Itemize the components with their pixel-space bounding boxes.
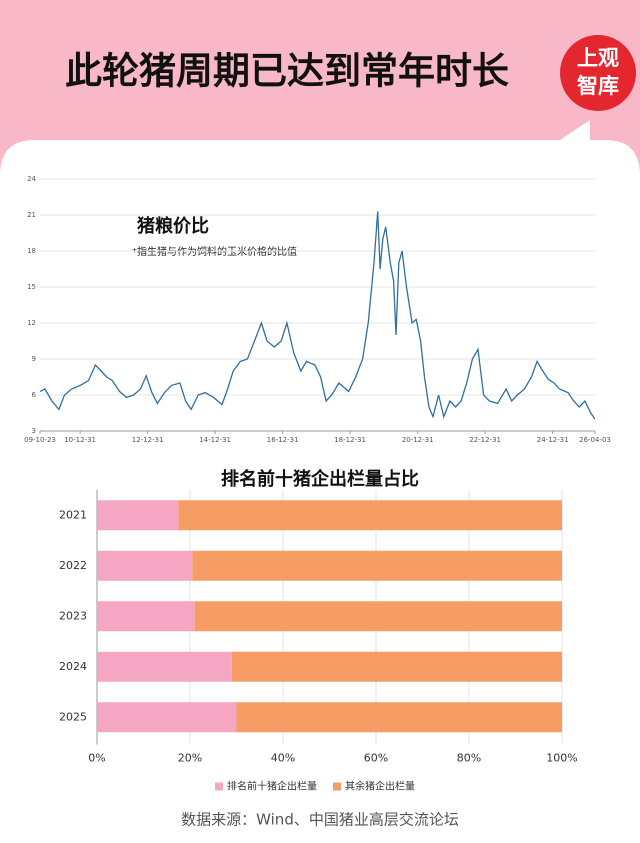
x-tick-label: 09-10-23	[24, 436, 56, 444]
logo-text: 上观	[577, 46, 619, 70]
x-tick-label: 22-12-31	[469, 436, 501, 444]
line	[39, 211, 596, 420]
x-tick-label: 20-12-31	[402, 436, 434, 444]
y-tick-label: 24	[27, 175, 36, 183]
y-tick-label: 2021	[59, 508, 87, 521]
legend-label: 排名前十猪企出栏量	[227, 780, 317, 793]
bar	[97, 651, 232, 682]
bar	[178, 500, 562, 531]
y-tick-label: 18	[27, 247, 36, 255]
title: 此轮猪周期已达到常年时长	[65, 50, 509, 93]
x-tick-label: 18-12-31	[334, 436, 366, 444]
y-tick-label: 12	[27, 319, 36, 327]
logo	[560, 35, 636, 111]
bar	[97, 702, 237, 733]
legend-swatch	[333, 782, 341, 791]
y-tick-label: 3	[32, 427, 36, 435]
bar	[97, 601, 195, 632]
bar	[97, 500, 179, 531]
x-tick-label: 26-04-03	[579, 436, 611, 444]
bar	[236, 702, 562, 733]
legend-label: 其余猪企出栏量	[345, 780, 415, 793]
chart-title: 猪粮价比	[136, 215, 209, 237]
x-tick-label: 40%	[271, 752, 295, 765]
y-tick-label: 9	[32, 355, 36, 363]
y-tick-label: 2023	[59, 609, 87, 622]
legend-swatch	[215, 782, 223, 791]
x-tick-label: 24-12-31	[537, 436, 569, 444]
bar	[97, 550, 193, 581]
x-tick-label: 80%	[457, 752, 481, 765]
y-tick-label: 21	[27, 211, 36, 219]
y-tick-label: 15	[27, 283, 36, 291]
x-tick-label: 16-12-31	[267, 436, 299, 444]
y-tick-label: 6	[32, 391, 37, 399]
x-tick-label: 14-12-31	[199, 436, 231, 444]
x-tick-label: 20%	[178, 752, 202, 765]
x-tick-label: 0%	[88, 752, 105, 765]
y-tick-label: 2022	[59, 559, 87, 572]
bar	[192, 550, 562, 581]
chart-title: 排名前十猪企出栏量占比	[221, 468, 419, 490]
y-tick-label: 2024	[59, 660, 87, 673]
x-tick-label: 100%	[546, 752, 577, 765]
x-tick-label: 10-12-31	[64, 436, 96, 444]
x-tick-label: 12-12-31	[132, 436, 164, 444]
logo-text: 智库	[577, 74, 619, 98]
bar	[194, 601, 562, 632]
x-tick-label: 60%	[364, 752, 388, 765]
y-tick-label: 2025	[59, 710, 87, 723]
bar	[231, 651, 562, 682]
source: 数据来源：Wind、中国猪业高层交流论坛	[181, 811, 459, 829]
